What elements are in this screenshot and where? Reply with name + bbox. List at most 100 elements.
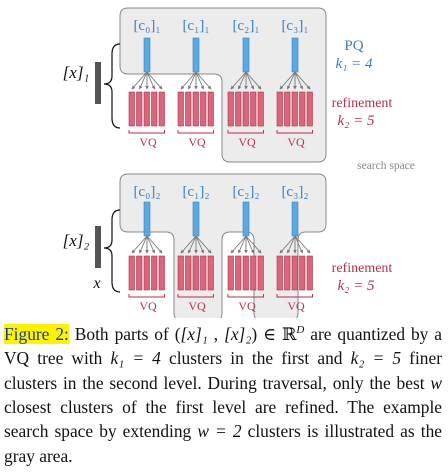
arrow-2-1-4 [195, 235, 212, 254]
arrow-2-1-0 [180, 235, 197, 254]
refinement-bar-1-2-3 [250, 91, 257, 127]
refinement-bar-2-3-4 [306, 255, 313, 291]
arrow-2-1-3 [195, 235, 204, 254]
k2-label-1: k₂ = 5 [338, 113, 375, 129]
brace-2 [103, 209, 121, 293]
caption-text-5: clusters in the first and [160, 348, 351, 369]
refinement-bar-1-2-0 [227, 91, 234, 127]
k2-label-2: k₂ = 5 [338, 278, 375, 294]
vq-bracket-2-2 [227, 294, 264, 298]
refinement-bar-1-1-4 [207, 91, 214, 127]
centroid-label-2-3: [c₃]₂ [281, 184, 308, 200]
refinement-bar-2-1-4 [207, 255, 214, 291]
arrow-2-2-3 [245, 235, 254, 254]
search-space-region-1 [119, 7, 327, 163]
refinement-bar-2-0-0 [128, 255, 135, 291]
refinement-bar-2-1-3 [200, 255, 207, 291]
vq-bracket-1-0 [128, 130, 165, 134]
arrow-1-1-3 [195, 71, 204, 90]
refinement-bar-2-3-0 [276, 255, 283, 291]
refinement-bar-2-1-2 [192, 255, 199, 291]
refinement-bar-2-1-1 [185, 255, 192, 291]
refinement-bars-level-1: VQ VQ VQ VQ [128, 91, 313, 149]
refinement-bar-2-2-2 [242, 255, 249, 291]
arrow-2-2-0 [230, 235, 247, 254]
arrow-2-2-4 [245, 235, 262, 254]
refinement-bar-1-1-1 [185, 91, 192, 127]
figure-caption: Figure 2: Both parts of ([x]₁ , [x]₂) ∈ … [4, 318, 442, 468]
centroid-bar-2-1 [192, 201, 200, 237]
vq-label-2-1: VQ [188, 299, 206, 313]
vq-bracket-2-0 [128, 294, 165, 298]
centroid-label-1-3: [c₃]₁ [281, 18, 308, 34]
vq-label-1-2: VQ [238, 135, 256, 149]
arrow-2-0-0 [131, 235, 148, 254]
vq-label-1-1: VQ [188, 135, 206, 149]
input-bar-2 [95, 226, 101, 268]
refinement-bar-2-2-4 [257, 255, 264, 291]
arrow-1-2-3 [245, 71, 254, 90]
refinement-bar-1-0-0 [128, 91, 135, 127]
arrow-2-0-3 [146, 235, 155, 254]
vq-bracket-1-1 [177, 130, 214, 134]
search-space-label: search space [357, 160, 415, 172]
refinement-bar-1-3-4 [306, 91, 313, 127]
caption-math-d: D [296, 324, 305, 336]
refinement-label-2: refinement [332, 261, 393, 276]
refinement-bar-1-1-2 [192, 91, 199, 127]
centroid-bar-1-0 [143, 37, 151, 73]
arrow-2-3-0 [279, 235, 296, 254]
vq-bracket-2-3 [276, 294, 313, 298]
arrow-1-2-1 [238, 71, 247, 90]
refinement-bar-1-2-2 [242, 91, 249, 127]
arrow-1-1-4 [195, 71, 212, 90]
caption-math-k2: k₂ = 5 [350, 348, 402, 369]
caption-text-7: closest clusters of the first level are … [4, 397, 442, 442]
caption-math-w2: w = 2 [197, 421, 242, 442]
refinement-bar-1-0-4 [158, 91, 165, 127]
arrow-2-0-4 [146, 235, 163, 254]
vq-label-2-2: VQ [238, 299, 256, 313]
arrow-1-3-1 [287, 71, 296, 90]
caption-text-1: Both parts of ( [68, 323, 181, 344]
pq-label: PQ [344, 38, 363, 54]
caption-math-x2: [x]₂ [224, 323, 252, 344]
centroid-label-1-1: [c₁]₁ [182, 18, 209, 34]
refinement-bar-1-3-3 [299, 91, 306, 127]
refinement-bar-2-3-2 [291, 255, 298, 291]
centroid-bar-2-3 [291, 201, 299, 237]
centroid-label-1-0: [c₀]₁ [133, 18, 160, 34]
refinement-bar-1-0-2 [143, 91, 150, 127]
arrow-1-2-0 [230, 71, 247, 90]
arrow-1-0-1 [139, 71, 148, 90]
centroid-bar-1-1 [192, 37, 200, 73]
vq-bracket-1-3 [276, 130, 313, 134]
vq-bracket-1-2 [227, 130, 264, 134]
refinement-bar-2-0-3 [151, 255, 158, 291]
refinement-bar-2-2-3 [250, 255, 257, 291]
caption-math-x1: [x]₁ [180, 323, 208, 344]
vq-bracket-2-1 [177, 294, 214, 298]
refinement-bar-2-2-1 [235, 255, 242, 291]
figure-label: Figure 2: [4, 323, 69, 344]
refinement-bar-1-3-0 [276, 91, 283, 127]
arrow-2-3-1 [287, 235, 296, 254]
input-bar-1 [95, 62, 101, 104]
refinement-bar-1-1-0 [177, 91, 184, 127]
arrow-2-2-1 [238, 235, 247, 254]
arrow-1-3-4 [294, 71, 311, 90]
centroid-bar-2-2 [242, 201, 250, 237]
caption-text-2: , [207, 323, 225, 344]
vq-label-1-3: VQ [287, 135, 305, 149]
caption-math-k1: k₁ = 4 [110, 348, 161, 369]
refinement-bar-1-3-2 [291, 91, 298, 127]
arrow-1-0-0 [131, 71, 148, 90]
refinement-bars-level-2: VQ VQ VQ VQ [128, 255, 313, 313]
centroid-label-2-1: [c₁]₂ [182, 184, 209, 200]
refinement-bar-1-0-3 [151, 91, 158, 127]
k1-label: k₁ = 4 [336, 56, 373, 72]
arrow-1-0-3 [146, 71, 155, 90]
caption-text-4: are quantized by a VQ tree with [4, 323, 443, 369]
centroid-bar-2-0 [143, 201, 151, 237]
input-label-2: [x]₂ [63, 231, 90, 250]
